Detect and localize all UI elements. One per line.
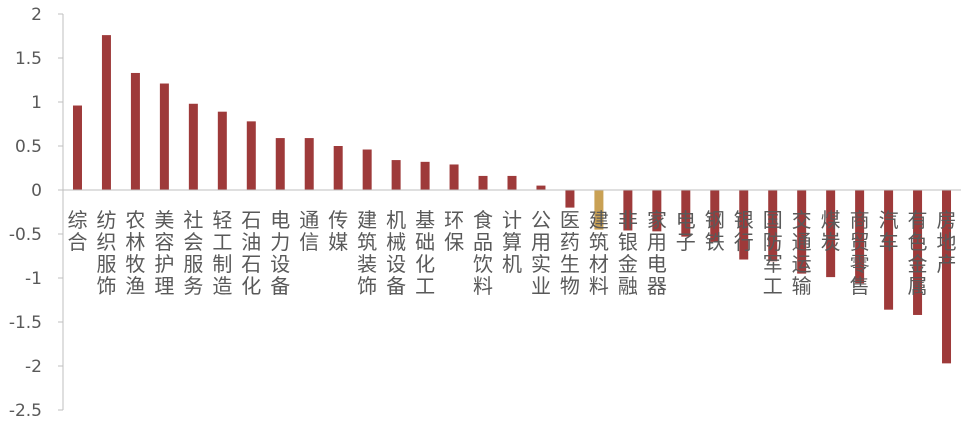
x-category-label: 轻工制造 bbox=[212, 208, 232, 298]
x-category-label: 商贸零售 bbox=[850, 208, 870, 298]
x-category-label: 纺织服饰 bbox=[96, 208, 116, 298]
bar bbox=[507, 175, 517, 190]
x-category-label: 钢铁 bbox=[705, 208, 725, 254]
bar bbox=[478, 175, 488, 190]
bar bbox=[217, 111, 227, 190]
bar bbox=[420, 161, 430, 190]
y-tick-label: 1.5 bbox=[15, 49, 42, 69]
bars-group bbox=[72, 35, 952, 364]
bar bbox=[942, 190, 952, 364]
x-category-label: 建筑材料 bbox=[589, 208, 609, 298]
x-category-label: 非银金融 bbox=[618, 208, 638, 298]
bar bbox=[130, 72, 140, 190]
bar bbox=[884, 190, 894, 310]
x-category-label: 有色金属 bbox=[908, 208, 928, 298]
x-category-label: 公用实业 bbox=[531, 208, 551, 298]
x-category-label: 房地产 bbox=[937, 208, 957, 276]
bar bbox=[565, 190, 575, 208]
x-category-label: 汽车 bbox=[879, 208, 899, 254]
y-tick-label: -2.5 bbox=[9, 401, 42, 421]
bar bbox=[855, 190, 865, 284]
x-category-label: 传媒 bbox=[328, 208, 348, 254]
x-category-label: 社会服务 bbox=[183, 208, 203, 298]
bar bbox=[333, 146, 343, 190]
bar bbox=[536, 185, 546, 190]
bar bbox=[768, 190, 778, 262]
bar bbox=[797, 190, 807, 274]
bar bbox=[362, 149, 372, 190]
x-category-label: 综合 bbox=[67, 208, 87, 254]
bar bbox=[652, 190, 662, 232]
y-tick-label: -2 bbox=[25, 357, 42, 377]
y-tick-label: 0.5 bbox=[15, 137, 42, 157]
bar bbox=[710, 190, 720, 242]
bar bbox=[594, 190, 604, 230]
bar bbox=[449, 164, 459, 190]
bar bbox=[391, 160, 401, 190]
x-category-label: 机械设备 bbox=[386, 208, 406, 298]
bar bbox=[159, 83, 169, 190]
x-category-label: 煤炭 bbox=[821, 208, 841, 254]
x-category-label: 国防军工 bbox=[763, 208, 783, 298]
bar bbox=[913, 190, 923, 315]
y-axis-ticks: 2 1.5 1 0.5 0 -0.5 -1 -1.5 -2 -2.5 bbox=[9, 5, 63, 421]
bar bbox=[275, 138, 285, 190]
y-tick-label: 2 bbox=[31, 5, 42, 25]
y-tick-label: -0.5 bbox=[9, 225, 42, 245]
y-tick-label: -1.5 bbox=[9, 313, 42, 333]
bar bbox=[304, 138, 314, 190]
bar bbox=[246, 121, 256, 190]
x-category-label: 电子 bbox=[676, 208, 696, 254]
x-category-label: 建筑装饰 bbox=[357, 208, 377, 298]
bar bbox=[101, 35, 111, 191]
x-category-label: 家用电器 bbox=[647, 208, 667, 298]
bar bbox=[72, 105, 82, 190]
bar bbox=[739, 190, 749, 260]
bar bbox=[681, 190, 691, 237]
x-category-label: 基础化工 bbox=[415, 208, 435, 298]
category-labels: 综合纺织服饰农林牧渔美容护理社会服务轻工制造石油石化电力设备通信传媒建筑装饰机械… bbox=[67, 208, 956, 298]
bar bbox=[188, 103, 198, 190]
y-tick-label: 1 bbox=[31, 93, 42, 113]
x-category-label: 石油石化 bbox=[241, 208, 261, 298]
x-category-label: 电力设备 bbox=[270, 208, 290, 298]
y-tick-label: -1 bbox=[25, 269, 42, 289]
bar bbox=[826, 190, 836, 278]
x-category-label: 食品饮料 bbox=[473, 208, 493, 298]
x-category-label: 通信 bbox=[299, 208, 319, 254]
x-category-label: 医药生物 bbox=[560, 208, 580, 298]
x-category-label: 计算机 bbox=[502, 208, 522, 276]
x-category-label: 美容护理 bbox=[154, 208, 174, 298]
bar bbox=[623, 190, 633, 231]
x-category-label: 交通运输 bbox=[792, 208, 812, 298]
x-category-label: 银行 bbox=[734, 208, 754, 254]
y-tick-label: 0 bbox=[31, 181, 42, 201]
x-category-label: 环保 bbox=[444, 208, 464, 254]
x-category-label: 农林牧渔 bbox=[125, 208, 145, 298]
